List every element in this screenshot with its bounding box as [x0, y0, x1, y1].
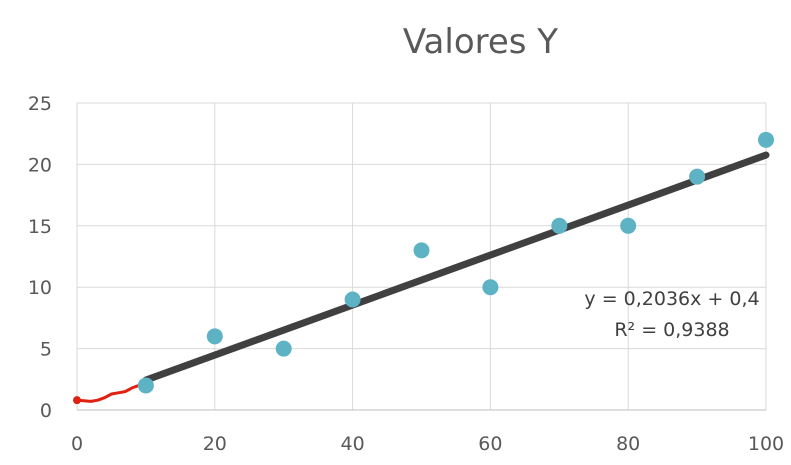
- trendline: [142, 151, 770, 384]
- data-point: [206, 328, 223, 345]
- x-tick-label: 60: [478, 433, 502, 455]
- x-tick-label: 0: [71, 433, 83, 455]
- y-tick-label: 10: [28, 277, 52, 299]
- x-tick-label: 80: [616, 433, 640, 455]
- data-point: [689, 168, 706, 185]
- x-tick-label: 20: [203, 433, 227, 455]
- y-tick-label: 15: [28, 216, 52, 238]
- data-point: [344, 291, 361, 308]
- annotation-start-dot: [73, 396, 81, 405]
- x-tick-label: 40: [341, 433, 365, 455]
- data-point: [551, 217, 568, 234]
- y-tick-label: 25: [28, 93, 52, 115]
- y-tick-label: 20: [28, 154, 52, 176]
- data-point: [137, 377, 154, 394]
- x-tick-label: 100: [748, 433, 784, 455]
- trendline-equation: y = 0,2036x + 0,4: [584, 288, 759, 310]
- y-tick-label: 5: [40, 339, 52, 361]
- data-point: [620, 217, 637, 234]
- trendline-r-squared: R² = 0,9388: [614, 319, 729, 341]
- chart-title: Valores Y: [402, 22, 559, 62]
- data-point: [758, 131, 774, 148]
- data-point: [275, 340, 292, 357]
- annotation-stroke: [75, 381, 148, 403]
- data-point: [482, 279, 499, 296]
- y-tick-label: 0: [40, 400, 52, 422]
- data-point: [413, 242, 430, 259]
